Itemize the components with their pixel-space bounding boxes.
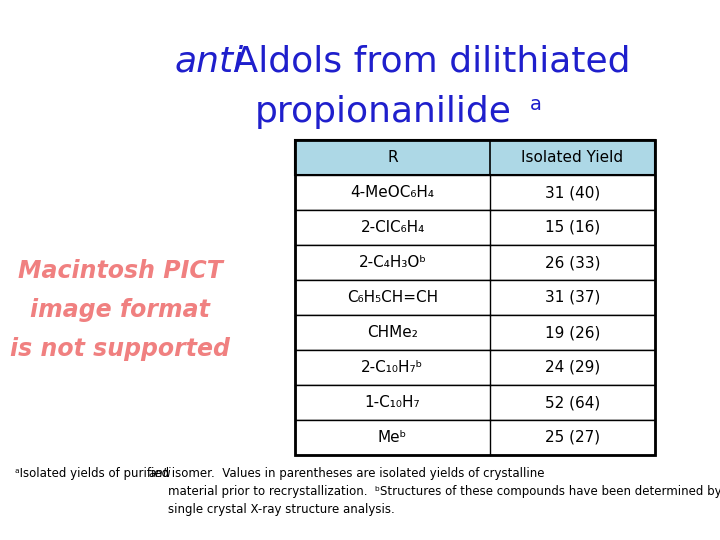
Bar — [295, 280, 655, 315]
Bar — [295, 385, 655, 420]
Text: ᵃIsolated yields of purified: ᵃIsolated yields of purified — [15, 467, 173, 480]
Bar — [295, 315, 655, 350]
Text: C₆H₅CH=CH: C₆H₅CH=CH — [347, 290, 438, 305]
Text: a: a — [530, 95, 542, 114]
Bar — [295, 245, 655, 280]
Text: 24 (29): 24 (29) — [545, 360, 600, 375]
Text: Aldols from dilithiated: Aldols from dilithiated — [222, 45, 631, 79]
Text: 2-C₁₀H₇ᵇ: 2-C₁₀H₇ᵇ — [361, 360, 423, 375]
Bar — [295, 350, 655, 385]
Text: anti: anti — [148, 467, 171, 480]
Text: isomer.  Values in parentheses are isolated yields of crystalline
material prior: isomer. Values in parentheses are isolat… — [168, 467, 720, 516]
Bar — [295, 420, 655, 455]
Text: 25 (27): 25 (27) — [545, 430, 600, 445]
Text: R: R — [387, 150, 398, 165]
Bar — [295, 140, 655, 455]
Text: anti: anti — [175, 45, 244, 79]
Text: Meᵇ: Meᵇ — [378, 430, 407, 445]
Text: 2-ClC₆H₄: 2-ClC₆H₄ — [361, 220, 425, 235]
Text: CHMe₂: CHMe₂ — [367, 325, 418, 340]
Text: 31 (37): 31 (37) — [545, 290, 600, 305]
Text: 1-C₁₀H₇: 1-C₁₀H₇ — [365, 395, 420, 410]
Text: 52 (64): 52 (64) — [545, 395, 600, 410]
Text: 19 (26): 19 (26) — [545, 325, 600, 340]
Text: propionanilide: propionanilide — [255, 95, 512, 129]
Bar — [295, 140, 655, 175]
Text: 2-C₄H₃Oᵇ: 2-C₄H₃Oᵇ — [359, 255, 426, 270]
Text: Macintosh PICT
image format
is not supported: Macintosh PICT image format is not suppo… — [10, 259, 230, 361]
Text: Isolated Yield: Isolated Yield — [521, 150, 624, 165]
Text: 31 (40): 31 (40) — [545, 185, 600, 200]
Text: 4-MeOC₆H₄: 4-MeOC₆H₄ — [351, 185, 434, 200]
Text: 26 (33): 26 (33) — [545, 255, 600, 270]
Bar — [295, 175, 655, 210]
Text: 15 (16): 15 (16) — [545, 220, 600, 235]
Bar — [295, 210, 655, 245]
